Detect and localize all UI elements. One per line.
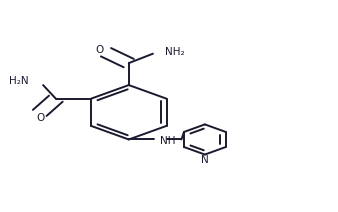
Text: O: O (95, 45, 103, 55)
Text: NH₂: NH₂ (165, 47, 184, 57)
Text: O: O (36, 113, 45, 123)
Text: NH: NH (160, 136, 175, 146)
Text: H₂N: H₂N (9, 76, 29, 86)
Text: N: N (201, 155, 209, 165)
